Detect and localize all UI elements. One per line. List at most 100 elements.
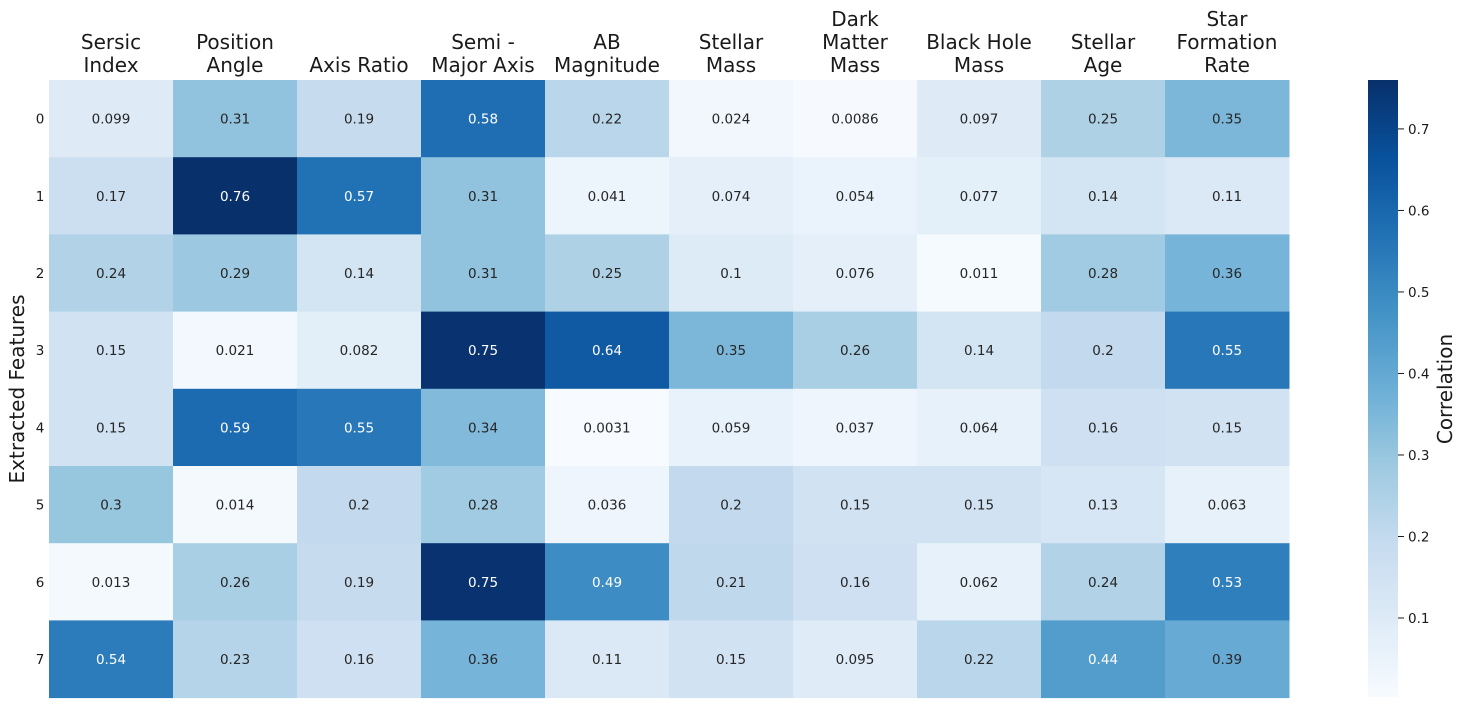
cell-value-label: 0.036 [588,498,627,514]
cell-value-label: 0.11 [1212,189,1242,205]
cell-value-label: 0.1 [720,266,741,282]
cell-value-label: 0.24 [96,266,126,282]
cell-value-label: 0.15 [716,652,746,668]
column-label: Angle [207,53,264,77]
heatmap-cell [173,543,298,621]
heatmap-cell [421,311,546,390]
cell-value-label: 0.58 [468,112,498,128]
heatmap-cells: 0.099 0.31 0.19 0.58 0.22 0.024 0.0086 0.097 0.2… [49,80,1290,699]
heatmap-cell [669,311,794,390]
cell-value-label: 0.54 [96,652,126,668]
cell-value-label: 0.021 [216,343,255,359]
cell-value-label: 0.75 [468,575,498,591]
row-label: 5 [36,498,45,514]
heatmap-cell [793,234,918,313]
heatmap-cell [917,543,1042,621]
cell-value-label: 0.013 [92,575,131,591]
heatmap-cell [793,80,918,158]
colorbar-tick-label: 0.2 [1408,529,1429,545]
cell-value-label: 0.2 [1092,343,1113,359]
heatmap-cell [49,466,174,544]
heatmap-cell [297,543,422,621]
cell-value-label: 0.28 [468,498,498,514]
cell-value-label: 0.15 [840,498,870,514]
heatmap-cell [917,80,1042,158]
heatmap-cell [1165,466,1290,544]
cell-value-label: 0.059 [712,420,751,436]
cell-value-label: 0.062 [960,575,999,591]
column-label: Stellar [1071,30,1136,54]
cell-value-label: 0.082 [340,343,379,359]
heatmap-cell [669,157,794,235]
cell-value-label: 0.55 [1212,343,1242,359]
cell-value-label: 0.34 [468,420,498,436]
column-label: Sersic [81,30,141,54]
heatmap-cell [49,234,174,313]
cell-value-label: 0.17 [96,189,126,205]
cell-value-label: 0.19 [344,112,374,128]
cell-value-label: 0.76 [220,189,250,205]
cell-value-label: 0.23 [220,652,250,668]
heatmap-cell [1041,620,1166,699]
colorbar [1368,80,1398,697]
row-label: 3 [36,343,45,359]
colorbar-label: Correlation [1433,334,1457,444]
heatmap-cell [421,620,546,699]
cell-value-label: 0.16 [840,575,870,591]
heatmap-cell [669,543,794,621]
heatmap-cell [793,157,918,235]
heatmap-cell [1041,80,1166,158]
cell-value-label: 0.15 [964,498,994,514]
cell-value-label: 0.0086 [831,112,878,128]
column-label: Axis Ratio [309,53,408,77]
colorbar-tick-label: 0.7 [1408,122,1429,138]
cell-value-label: 0.077 [960,189,999,205]
cell-value-label: 0.064 [960,420,999,436]
column-label: Mass [830,53,880,77]
heatmap-cell [49,311,174,390]
cell-value-label: 0.35 [716,343,746,359]
heatmap-cell [421,157,546,235]
heatmap-cell [545,543,670,621]
cell-value-label: 0.64 [592,343,622,359]
row-label: 2 [36,266,45,282]
colorbar-tick-label: 0.1 [1408,611,1429,627]
column-label: Stellar [699,30,764,54]
cell-value-label: 0.31 [220,112,250,128]
cell-value-label: 0.11 [592,652,622,668]
heatmap-cell [173,234,298,313]
heatmap-cell [1165,388,1290,467]
cell-value-label: 0.13 [1088,498,1118,514]
row-label: 4 [36,420,45,436]
cell-value-label: 0.0031 [583,420,630,436]
heatmap-cell [173,311,298,390]
heatmap-cell [421,388,546,467]
cell-value-label: 0.16 [344,652,374,668]
cell-value-label: 0.55 [344,420,374,436]
heatmap-cell [545,466,670,544]
heatmap-cell [793,466,918,544]
heatmap-cell [297,234,422,313]
cell-value-label: 0.25 [592,266,622,282]
heatmap-cell [917,157,1042,235]
heatmap-cell [669,80,794,158]
cell-value-label: 0.037 [836,420,875,436]
heatmap-cell [669,234,794,313]
heatmap-cell [1165,157,1290,235]
heatmap-cell [1041,157,1166,235]
colorbar-tick-label: 0.4 [1408,366,1429,382]
heatmap-cell [545,234,670,313]
cell-value-label: 0.099 [92,112,131,128]
heatmap-cell [793,620,918,699]
cell-value-label: 0.15 [96,343,126,359]
heatmap-cell [545,388,670,467]
heatmap-cell [421,543,546,621]
row-label: 6 [36,575,45,591]
cell-value-label: 0.19 [344,575,374,591]
heatmap-cell [793,543,918,621]
heatmap-cell [669,388,794,467]
cell-value-label: 0.14 [344,266,374,282]
y-axis-label: Extracted Features [5,295,29,484]
heatmap-cell [49,620,174,699]
heatmap-cell [421,80,546,158]
